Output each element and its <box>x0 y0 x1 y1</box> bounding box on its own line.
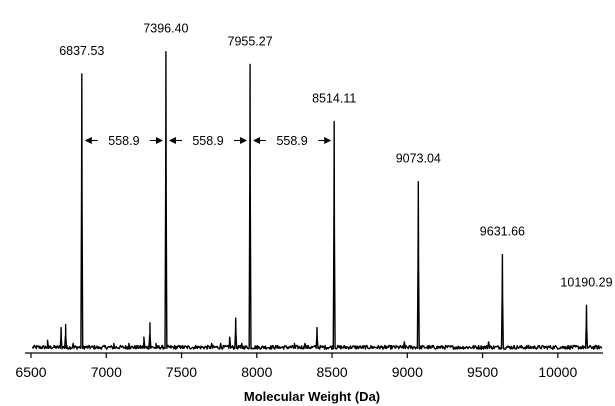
spectrum-layer <box>31 51 603 350</box>
x-tick-label: 7000 <box>91 364 122 380</box>
x-tick-label: 8000 <box>241 364 272 380</box>
spacing-annotation: 558.9 <box>84 134 163 148</box>
spacing-label: 558.9 <box>276 134 307 148</box>
x-tick-label: 9000 <box>392 364 423 380</box>
spacing-arrow-left <box>253 137 261 145</box>
x-tick-label: 7500 <box>166 364 197 380</box>
peak-label: 8514.11 <box>312 92 356 106</box>
spacing-arrow-left <box>168 137 176 145</box>
x-axis-title: Molecular Weight (Da) <box>244 389 380 404</box>
x-tick-label: 6500 <box>15 364 46 380</box>
peak-label-layer: 6837.53 7396.40 7955.27 8514.11 9073.04 9631.… <box>59 22 612 290</box>
spacing-label: 558.9 <box>192 134 223 148</box>
spacing-layer: 558.9 558.9 558.9 <box>84 134 332 148</box>
spacing-annotation: 558.9 <box>168 134 248 148</box>
x-tick-label: 8500 <box>317 364 348 380</box>
spacing-arrow-left <box>84 137 92 145</box>
spacing-label: 558.9 <box>108 134 139 148</box>
peak-label: 7396.40 <box>143 22 188 36</box>
x-axis: 6500 7000 7500 8000 8500 9000 9500 10000 <box>15 352 603 380</box>
x-tick-label: 10000 <box>538 364 577 380</box>
peak-label: 6837.53 <box>59 44 104 58</box>
spacing-arrow-right <box>155 137 163 145</box>
peak-label: 9631.66 <box>480 225 525 239</box>
spectrum-trace <box>31 51 603 350</box>
peak-label: 10190.29 <box>560 275 612 289</box>
spacing-annotation: 558.9 <box>253 134 332 148</box>
peak-label: 7955.27 <box>228 34 273 48</box>
spacing-arrow-right <box>324 137 332 145</box>
spacing-arrow-right <box>240 137 248 145</box>
peak-label: 9073.04 <box>396 152 441 166</box>
x-tick-label: 9500 <box>467 364 498 380</box>
